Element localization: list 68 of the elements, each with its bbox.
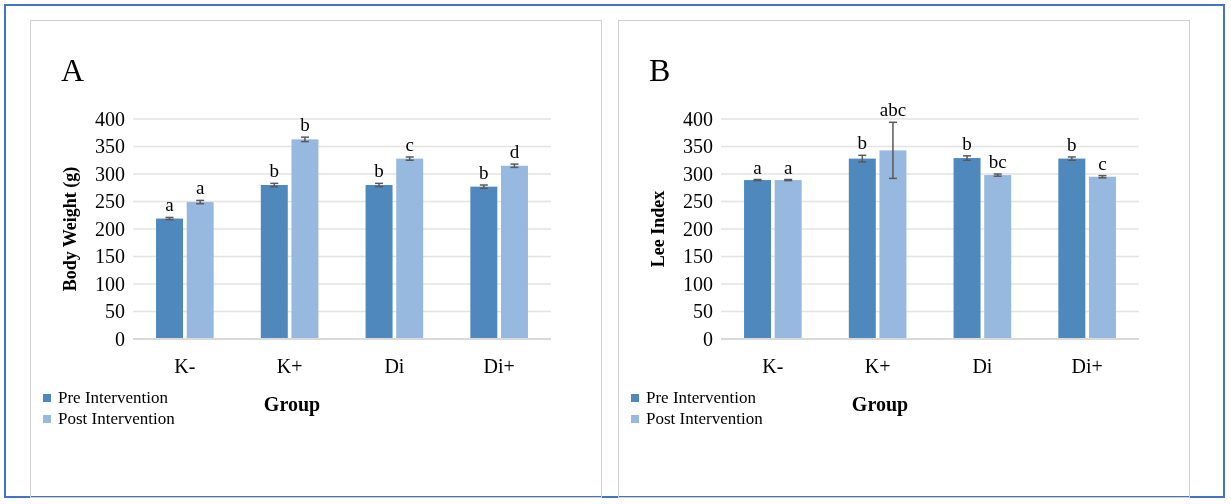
bar <box>500 165 528 339</box>
y-tick-label: 200 <box>95 217 125 240</box>
legend-label: Pre Intervention <box>646 388 757 407</box>
x-tick-label: K+ <box>864 355 891 378</box>
bar <box>774 180 802 339</box>
bar <box>953 158 981 339</box>
x-tick-label: Di+ <box>1071 355 1103 378</box>
bar <box>156 218 184 339</box>
legend-label: Post Intervention <box>646 409 764 428</box>
y-tick-label: 250 <box>683 190 713 213</box>
y-tick-label: 300 <box>683 162 713 185</box>
data-label: a <box>165 194 175 216</box>
x-tick-label: Di+ <box>483 355 515 378</box>
bar <box>260 185 288 339</box>
bar <box>1058 158 1086 339</box>
data-label: c <box>405 133 414 155</box>
bar <box>470 186 498 339</box>
bar <box>848 158 876 339</box>
data-label: b <box>1067 133 1077 155</box>
y-tick-label: 200 <box>683 217 713 240</box>
data-label: b <box>269 160 280 182</box>
y-tick-label: 50 <box>693 300 713 323</box>
x-tick-label: K- <box>174 355 196 378</box>
data-label: b <box>962 132 972 154</box>
y-tick-label: 100 <box>683 272 713 295</box>
y-tick-label: 150 <box>95 245 125 268</box>
data-label: c <box>1098 152 1107 174</box>
bar <box>984 175 1012 339</box>
data-label: a <box>753 156 763 178</box>
data-label: b <box>479 162 489 183</box>
x-axis-title: Group <box>851 393 909 416</box>
bar <box>186 202 214 339</box>
bar <box>396 158 424 339</box>
y-tick-label: 400 <box>95 107 125 130</box>
y-tick-label: 350 <box>95 135 125 158</box>
y-tick-label: 350 <box>683 135 713 158</box>
bar <box>1088 176 1116 339</box>
data-label: b <box>300 114 310 136</box>
y-tick-label: 250 <box>95 190 125 213</box>
y-tick-label: 0 <box>703 327 713 350</box>
bar <box>744 180 772 339</box>
y-tick-label: 50 <box>105 300 125 323</box>
data-label: abc <box>879 99 907 121</box>
data-label: bc <box>988 151 1007 172</box>
y-tick-label: 0 <box>115 327 125 350</box>
y-tick-label: 100 <box>95 272 125 295</box>
legend-label: Post Intervention <box>58 409 176 428</box>
chart-title: A <box>61 52 85 88</box>
x-tick-label: Di <box>384 355 405 378</box>
data-label: d <box>509 141 520 163</box>
y-tick-label: 300 <box>95 162 125 185</box>
x-tick-label: K- <box>762 355 784 378</box>
y-axis-title: Lee Index <box>648 190 668 268</box>
chart-title: B <box>649 52 671 88</box>
x-tick-label: K+ <box>276 355 303 378</box>
data-label: a <box>783 156 793 178</box>
y-tick-label: 150 <box>683 245 713 268</box>
y-axis-title: Body Weight (g) <box>60 166 81 292</box>
x-axis-title: Group <box>263 393 321 416</box>
x-tick-label: Di <box>972 355 993 378</box>
bar <box>879 150 907 339</box>
data-label: a <box>195 177 205 199</box>
data-label: b <box>374 160 384 182</box>
legend-label: Pre Intervention <box>58 388 169 407</box>
bar <box>291 139 319 339</box>
data-label: b <box>857 132 868 154</box>
bar <box>365 185 393 339</box>
y-tick-label: 400 <box>683 107 713 130</box>
